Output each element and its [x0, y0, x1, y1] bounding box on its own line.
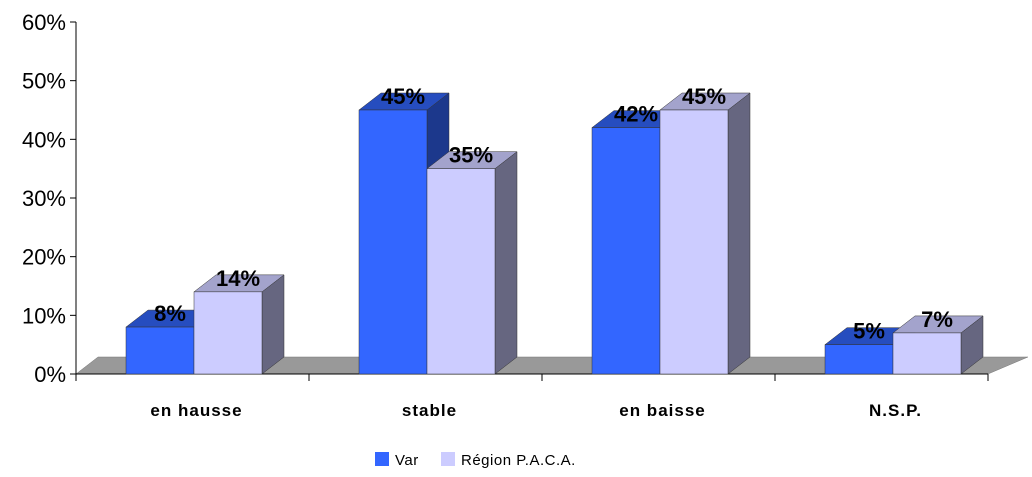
- data-label: 42%: [614, 102, 658, 127]
- legend-swatch: [441, 452, 455, 466]
- bar: [659, 92, 751, 375]
- x-tick-label: stable: [402, 401, 457, 420]
- bar-front: [125, 326, 195, 375]
- data-label: 5%: [853, 319, 885, 344]
- bar-front: [591, 127, 661, 375]
- bar-front: [824, 344, 894, 375]
- bar-side: [261, 274, 285, 375]
- y-tick-label: 30%: [22, 186, 66, 211]
- x-tick-label: N.S.P.: [869, 401, 922, 420]
- y-tick-label: 0%: [34, 362, 66, 387]
- bar-side: [727, 92, 751, 375]
- bar-front: [892, 332, 962, 375]
- x-tick-label: en hausse: [150, 401, 242, 420]
- legend-swatch: [375, 452, 389, 466]
- bar: [193, 274, 285, 375]
- legend-label: Var: [395, 452, 419, 469]
- y-tick-label: 50%: [22, 69, 66, 94]
- bar-front: [358, 109, 428, 375]
- legend-item: Région P.A.C.A.: [441, 452, 576, 469]
- data-label: 35%: [449, 143, 493, 168]
- data-label: 7%: [921, 307, 953, 332]
- data-label: 14%: [216, 266, 260, 291]
- y-tick-label: 20%: [22, 245, 66, 270]
- legend-item: Var: [375, 452, 419, 469]
- y-tick-label: 10%: [22, 303, 66, 328]
- x-tick-label: en baisse: [619, 401, 706, 420]
- data-label: 45%: [682, 84, 726, 109]
- bar-side: [494, 151, 518, 375]
- data-label: 8%: [154, 301, 186, 326]
- bar-front: [426, 168, 496, 375]
- bar-front: [659, 109, 729, 375]
- legend-label: Région P.A.C.A.: [461, 452, 576, 469]
- data-label: 45%: [381, 84, 425, 109]
- y-tick-label: 60%: [22, 10, 66, 35]
- bar-front: [193, 291, 263, 375]
- y-tick-label: 40%: [22, 127, 66, 152]
- bar: [892, 315, 984, 375]
- bar: [426, 151, 518, 375]
